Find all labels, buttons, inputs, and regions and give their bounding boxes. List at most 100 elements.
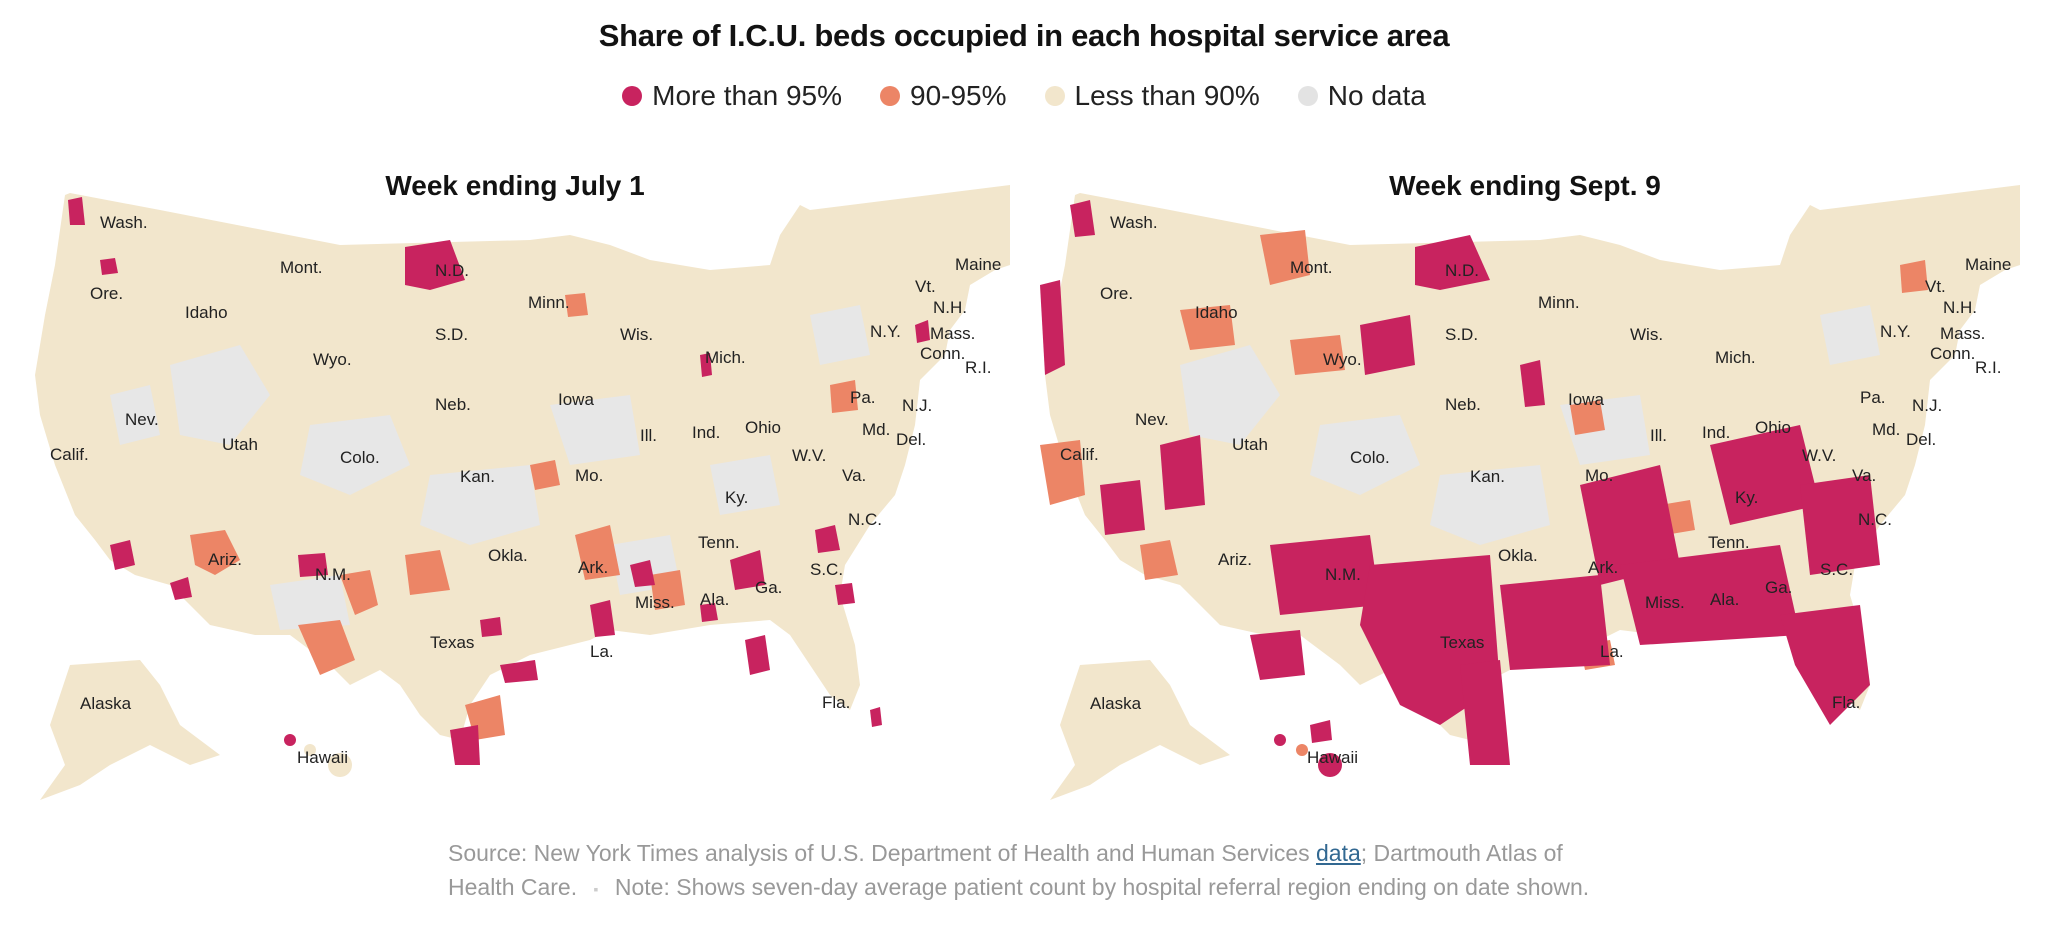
legend-item-more-than-95: More than 95%	[622, 80, 842, 112]
state-label: Ind.	[692, 423, 720, 442]
state-label: N.J.	[1912, 396, 1942, 415]
magenta-region	[450, 725, 480, 765]
orange-region	[1900, 260, 1928, 293]
orange-region	[1140, 540, 1178, 580]
magenta-region	[1040, 280, 1065, 375]
magenta-region	[1310, 720, 1332, 743]
state-label: Minn.	[1538, 293, 1580, 312]
state-label: Minn.	[528, 293, 570, 312]
hawaii-island	[1296, 744, 1308, 756]
magenta-region	[1710, 425, 1820, 525]
legend-swatch-less-than-90	[1044, 86, 1065, 106]
no-data-region	[270, 575, 350, 630]
state-label: Okla.	[488, 546, 528, 565]
state-label: Ind.	[1702, 423, 1730, 442]
state-label: Del.	[1906, 430, 1936, 449]
state-label: Colo.	[340, 448, 380, 467]
alaska-shape	[40, 660, 220, 800]
state-label: Wyo.	[313, 350, 352, 369]
no-data-region	[300, 415, 410, 495]
magenta-region	[68, 197, 85, 225]
map-title-sept: Week ending Sept. 9	[1389, 170, 1661, 201]
magenta-region	[480, 617, 502, 637]
legend-label: No data	[1327, 80, 1426, 111]
magenta-region	[298, 553, 328, 577]
state-label: Ore.	[90, 284, 123, 303]
state-label: S.D.	[435, 325, 468, 344]
magenta-region	[1780, 605, 1870, 725]
state-label: Nev.	[125, 410, 159, 429]
state-label: Nev.	[1135, 410, 1169, 429]
over-95-regions	[68, 197, 930, 765]
state-label: Hawaii	[1307, 748, 1358, 767]
state-label: N.H.	[933, 298, 967, 317]
state-label: Ky.	[725, 488, 748, 507]
state-label: Miss.	[1645, 593, 1685, 612]
no-data-region	[1430, 465, 1550, 545]
state-label: Wyo.	[1323, 350, 1362, 369]
state-label: Mo.	[575, 466, 603, 485]
magenta-region	[110, 540, 135, 570]
state-label: Okla.	[1498, 546, 1538, 565]
legend-swatch-90-95	[880, 86, 901, 106]
state-label: Ariz.	[1218, 550, 1252, 569]
state-label: Md.	[862, 420, 890, 439]
state-label: Ore.	[1100, 284, 1133, 303]
state-label: La.	[1600, 642, 1624, 661]
magenta-region	[590, 600, 615, 637]
magenta-region	[1500, 575, 1610, 670]
magenta-region	[1270, 535, 1380, 615]
orange-region	[190, 530, 240, 575]
magenta-region	[1620, 545, 1800, 645]
state-label: Maine	[1965, 255, 2011, 274]
state-label: Utah	[222, 435, 258, 454]
map-july: Wash. Mont. N.D. Minn. Ore. Idaho S.D. W…	[35, 185, 1010, 800]
legend-swatch-more-than-95	[622, 86, 643, 106]
magenta-region	[1580, 465, 1680, 585]
orange-region	[298, 620, 355, 675]
state-label: R.I.	[965, 358, 991, 377]
state-label: Ohio	[1755, 418, 1791, 437]
state-label: Utah	[1232, 435, 1268, 454]
legend-item-less-than-90: Less than 90%	[1044, 80, 1260, 112]
state-label: Calif.	[50, 445, 89, 464]
state-label: Ala.	[700, 590, 729, 609]
orange-region	[575, 525, 620, 580]
legend-item-90-95: 90-95%	[880, 80, 1007, 112]
magenta-region	[915, 320, 930, 343]
map-title-july: Week ending July 1	[385, 170, 645, 201]
state-label: Conn.	[1930, 344, 1975, 363]
state-label: N.C.	[848, 510, 882, 529]
state-labels-sept: Wash. Mont. N.D. Minn. Ore. Idaho S.D. W…	[1060, 213, 2011, 767]
no-data-region	[1310, 415, 1420, 495]
hawaii-island	[328, 753, 352, 777]
state-label: Hawaii	[297, 748, 348, 767]
legend-swatch-no-data	[1297, 86, 1318, 106]
over-95-regions	[1040, 200, 1880, 765]
no-data-region	[420, 465, 540, 545]
state-label: Texas	[430, 633, 474, 652]
orange-region	[830, 380, 858, 413]
no-data-region	[710, 455, 780, 515]
no-data-region	[1820, 305, 1880, 365]
state-label: Iowa	[1568, 390, 1604, 409]
orange-region	[565, 293, 588, 317]
state-label: N.M.	[1325, 565, 1361, 584]
magenta-region	[1460, 660, 1510, 765]
state-labels-july: Wash. Mont. N.D. Minn. Ore. Idaho S.D. W…	[50, 213, 1001, 767]
state-label: Wash.	[100, 213, 148, 232]
hawaii-island	[304, 744, 316, 756]
state-label: N.H.	[1943, 298, 1977, 317]
source-data-link[interactable]: data	[1316, 840, 1361, 866]
magenta-region	[405, 240, 465, 290]
state-label: Miss.	[635, 593, 675, 612]
source-note-text: Note: Shows seven-day average patient co…	[614, 874, 1590, 900]
state-label: Ky.	[1735, 488, 1758, 507]
state-label: N.Y.	[870, 322, 901, 341]
orange-region	[650, 570, 685, 610]
state-label: Mo.	[1585, 466, 1613, 485]
map-sept: Wash. Mont. N.D. Minn. Ore. Idaho S.D. W…	[1040, 185, 2020, 800]
no-data-region	[170, 345, 270, 445]
legend-label: More than 95%	[652, 80, 843, 111]
magenta-region	[1070, 200, 1095, 237]
